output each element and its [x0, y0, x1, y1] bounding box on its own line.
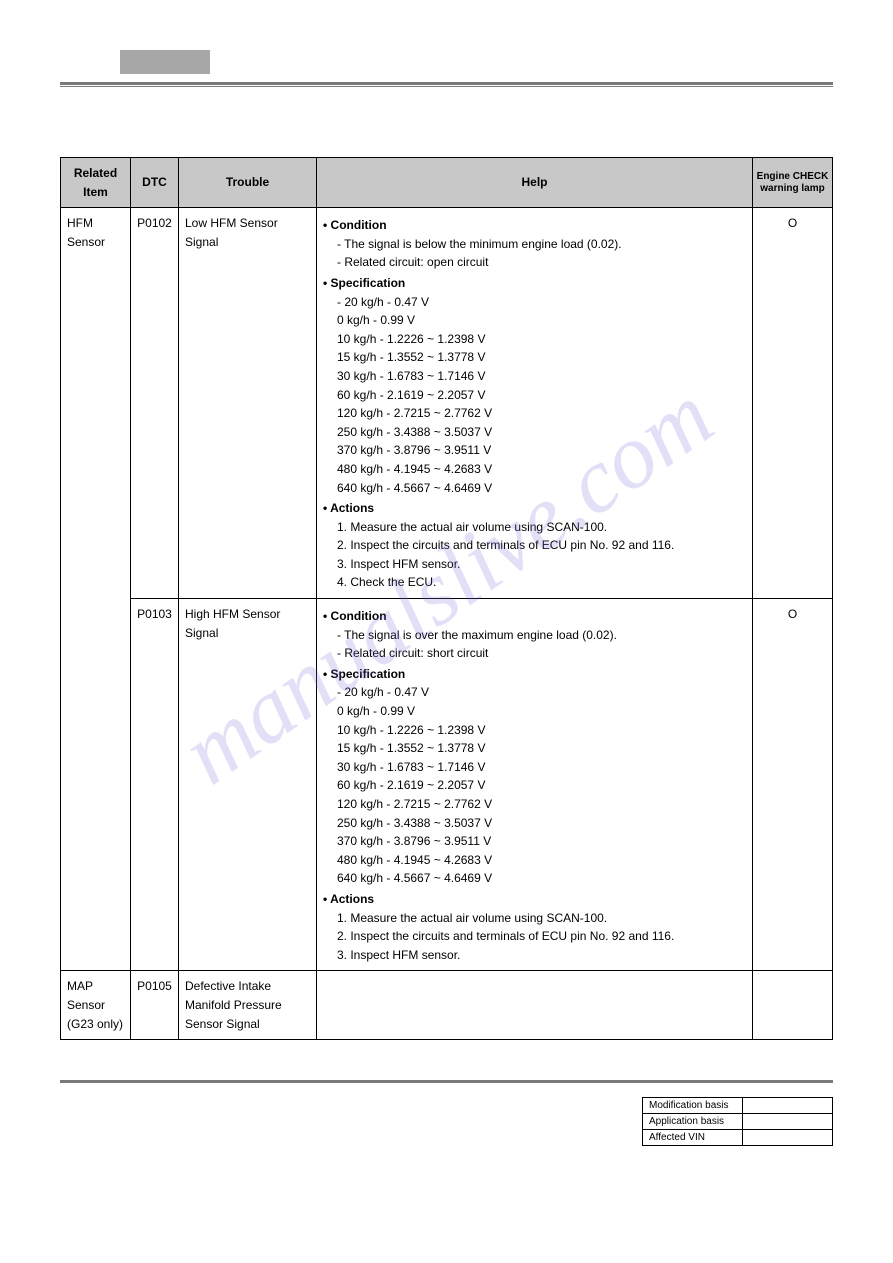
help-action-line: 1. Measure the actual air volume using S…	[337, 518, 746, 537]
help-spec-line: 0 kg/h - 0.99 V	[337, 311, 746, 330]
help-condition-line: Related circuit: short circuit	[337, 644, 746, 663]
table-row: HFM Sensor P0102 Low HFM Sensor Signal C…	[61, 208, 833, 599]
footer-row: Application basis	[643, 1114, 833, 1130]
help-spec-line: 250 kg/h - 3.4388 ~ 3.5037 V	[337, 423, 746, 442]
footer-label: Application basis	[643, 1114, 743, 1130]
help-spec-line: 30 kg/h - 1.6783 ~ 1.7146 V	[337, 758, 746, 777]
help-action-line: 4. Check the ECU.	[337, 573, 746, 592]
cell-lamp: O	[753, 208, 833, 599]
help-spec-line: - 20 kg/h - 0.47 V	[337, 293, 746, 312]
cell-trouble: High HFM Sensor Signal	[179, 599, 317, 971]
cell-dtc: P0102	[131, 208, 179, 599]
help-spec-line: 10 kg/h - 1.2226 ~ 1.2398 V	[337, 330, 746, 349]
cell-trouble: Low HFM Sensor Signal	[179, 208, 317, 599]
help-spec-title: Specification	[323, 665, 746, 684]
footer-value	[743, 1114, 833, 1130]
help-actions-title: Actions	[323, 499, 746, 518]
help-spec-line: 10 kg/h - 1.2226 ~ 1.2398 V	[337, 721, 746, 740]
help-condition-line: The signal is below the minimum engine l…	[337, 235, 746, 254]
footer-rule	[60, 1080, 833, 1083]
table-row: MAP Sensor (G23 only) P0105 Defective In…	[61, 971, 833, 1040]
help-spec-line: 640 kg/h - 4.5667 ~ 4.6469 V	[337, 869, 746, 888]
footer-value	[743, 1130, 833, 1146]
cell-dtc: P0105	[131, 971, 179, 1040]
help-spec-title: Specification	[323, 274, 746, 293]
cell-related: MAP Sensor (G23 only)	[61, 971, 131, 1040]
th-related: Related Item	[61, 158, 131, 208]
dtc-table: Related Item DTC Trouble Help Engine CHE…	[60, 157, 833, 1040]
footer-row: Modification basis	[643, 1098, 833, 1114]
footer-label: Affected VIN	[643, 1130, 743, 1146]
help-spec-line: 370 kg/h - 3.8796 ~ 3.9511 V	[337, 832, 746, 851]
help-condition-line: Related circuit: open circuit	[337, 253, 746, 272]
header-tab	[120, 50, 210, 74]
help-spec-line: 480 kg/h - 4.1945 ~ 4.2683 V	[337, 851, 746, 870]
help-action-line: 3. Inspect HFM sensor.	[337, 946, 746, 965]
help-spec-line: 15 kg/h - 1.3552 ~ 1.3778 V	[337, 348, 746, 367]
header-rule-thick	[60, 82, 833, 85]
help-action-line: 3. Inspect HFM sensor.	[337, 555, 746, 574]
cell-help	[317, 971, 753, 1040]
help-condition-line: The signal is over the maximum engine lo…	[337, 626, 746, 645]
help-spec-line: 0 kg/h - 0.99 V	[337, 702, 746, 721]
cell-help: Condition The signal is over the maximum…	[317, 599, 753, 971]
help-spec-line: 370 kg/h - 3.8796 ~ 3.9511 V	[337, 441, 746, 460]
cell-lamp	[753, 971, 833, 1040]
footer-label: Modification basis	[643, 1098, 743, 1114]
help-spec-line: 60 kg/h - 2.1619 ~ 2.2057 V	[337, 386, 746, 405]
footer-table: Modification basis Application basis Aff…	[642, 1097, 833, 1146]
footer-row: Affected VIN	[643, 1130, 833, 1146]
help-spec-line: - 20 kg/h - 0.47 V	[337, 683, 746, 702]
help-spec-line: 60 kg/h - 2.1619 ~ 2.2057 V	[337, 776, 746, 795]
help-condition-title: Condition	[323, 216, 746, 235]
cell-help: Condition The signal is below the minimu…	[317, 208, 753, 599]
help-spec-line: 480 kg/h - 4.1945 ~ 4.2683 V	[337, 460, 746, 479]
header-rule-thin	[60, 86, 833, 87]
help-spec-line: 250 kg/h - 3.4388 ~ 3.5037 V	[337, 814, 746, 833]
page: manualslive.com Related Item DTC Trouble…	[0, 0, 893, 1146]
table-row: P0103 High HFM Sensor Signal Condition T…	[61, 599, 833, 971]
help-action-line: 2. Inspect the circuits and terminals of…	[337, 536, 746, 555]
help-spec-line: 120 kg/h - 2.7215 ~ 2.7762 V	[337, 404, 746, 423]
cell-related: HFM Sensor	[61, 208, 131, 971]
cell-trouble: Defective Intake Manifold Pressure Senso…	[179, 971, 317, 1040]
th-lamp: Engine CHECK warning lamp	[753, 158, 833, 208]
help-spec-line: 120 kg/h - 2.7215 ~ 2.7762 V	[337, 795, 746, 814]
page-header	[60, 0, 833, 87]
cell-lamp: O	[753, 599, 833, 971]
cell-dtc: P0103	[131, 599, 179, 971]
footer-value	[743, 1098, 833, 1114]
help-spec-line: 640 kg/h - 4.5667 ~ 4.6469 V	[337, 479, 746, 498]
help-action-line: 2. Inspect the circuits and terminals of…	[337, 927, 746, 946]
help-spec-line: 30 kg/h - 1.6783 ~ 1.7146 V	[337, 367, 746, 386]
th-help: Help	[317, 158, 753, 208]
help-action-line: 1. Measure the actual air volume using S…	[337, 909, 746, 928]
help-actions-title: Actions	[323, 890, 746, 909]
th-trouble: Trouble	[179, 158, 317, 208]
table-header-row: Related Item DTC Trouble Help Engine CHE…	[61, 158, 833, 208]
help-spec-line: 15 kg/h - 1.3552 ~ 1.3778 V	[337, 739, 746, 758]
help-condition-title: Condition	[323, 607, 746, 626]
th-dtc: DTC	[131, 158, 179, 208]
